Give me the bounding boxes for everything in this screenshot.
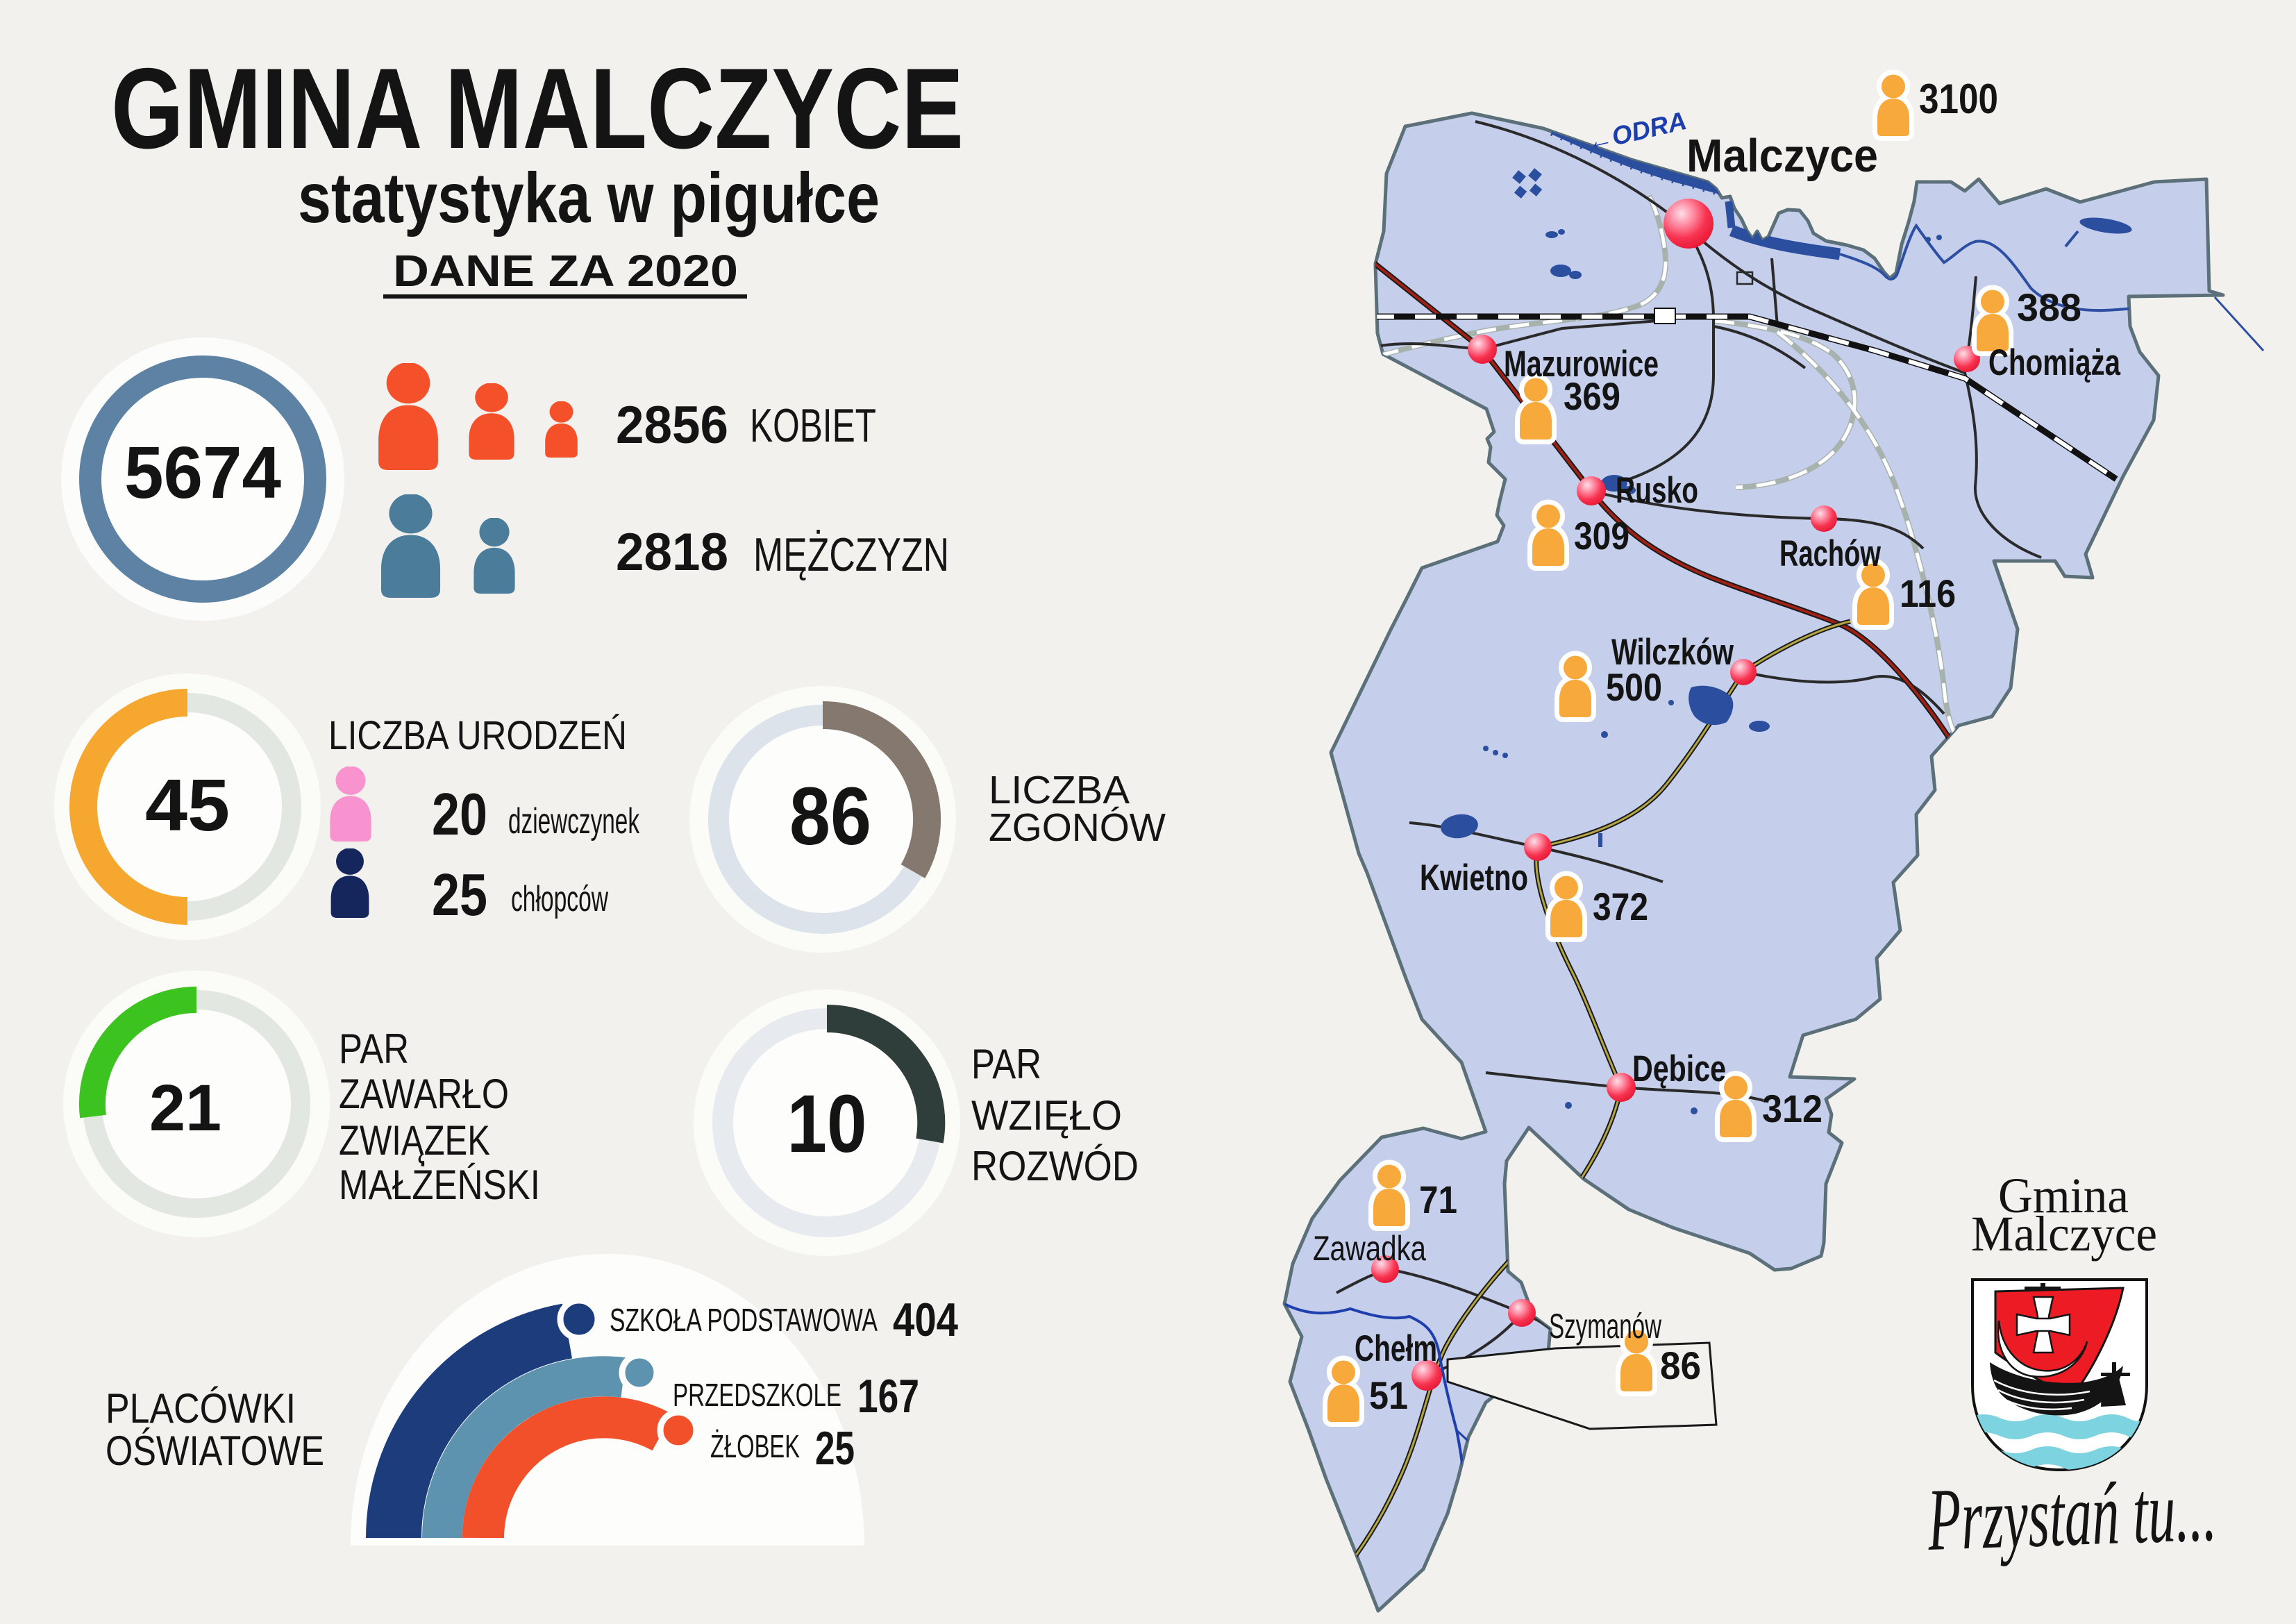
svg-text:51: 51 (1369, 1373, 1408, 1417)
svg-text:20: 20 (432, 782, 487, 848)
svg-text:86: 86 (1660, 1343, 1701, 1387)
svg-text:WZIĘŁO: WZIĘŁO (971, 1092, 1122, 1139)
svg-text:MAŁŻEŃSKI: MAŁŻEŃSKI (339, 1162, 540, 1208)
svg-text:GMINA MALCZYCE: GMINA MALCZYCE (111, 44, 964, 172)
svg-text:ROZWÓD: ROZWÓD (971, 1143, 1139, 1189)
svg-text:ŻŁOBEK: ŻŁOBEK (710, 1428, 800, 1464)
svg-text:PRZEDSZKOLE: PRZEDSZKOLE (673, 1377, 841, 1413)
svg-text:PLACÓWKI: PLACÓWKI (106, 1385, 296, 1432)
svg-text:Szymanów: Szymanów (1549, 1307, 1662, 1346)
svg-text:SZKOŁA PODSTAWOWA: SZKOŁA PODSTAWOWA (610, 1302, 878, 1338)
svg-text:←ODRA: ←ODRA (1584, 106, 1689, 157)
svg-text:21: 21 (149, 1071, 221, 1145)
svg-text:LICZBA URODZEŃ: LICZBA URODZEŃ (328, 713, 627, 758)
svg-text:PAR: PAR (339, 1026, 409, 1072)
svg-text:Rachów: Rachów (1779, 533, 1882, 574)
svg-text:Chomiąża: Chomiąża (1988, 342, 2120, 383)
svg-text:ZWIĄZEK: ZWIĄZEK (339, 1117, 490, 1164)
svg-text:chłopców: chłopców (511, 879, 608, 919)
svg-text:45: 45 (145, 764, 230, 846)
svg-text:25: 25 (432, 862, 487, 928)
svg-text:86: 86 (789, 771, 871, 862)
svg-text:312: 312 (1762, 1087, 1822, 1130)
svg-text:OŚWIATOWE: OŚWIATOWE (106, 1428, 324, 1474)
svg-text:ZGONÓW: ZGONÓW (989, 805, 1166, 850)
svg-text:2856: 2856 (616, 396, 728, 455)
svg-text:404: 404 (893, 1294, 958, 1346)
svg-text:Kwietno: Kwietno (1420, 857, 1528, 898)
svg-text:71: 71 (1419, 1178, 1457, 1221)
svg-text:KOBIET: KOBIET (750, 399, 876, 452)
svg-text:dziewczynek: dziewczynek (508, 801, 640, 842)
svg-text:309: 309 (1574, 514, 1629, 558)
svg-text:Malczyce: Malczyce (1686, 130, 1878, 182)
svg-text:Chełm: Chełm (1355, 1328, 1437, 1369)
svg-text:Malczyce: Malczyce (1971, 1206, 2157, 1262)
svg-text:500: 500 (1606, 665, 1662, 709)
svg-text:Dębice: Dębice (1632, 1048, 1726, 1089)
svg-text:3100: 3100 (1919, 76, 1998, 122)
svg-text:2818: 2818 (616, 523, 728, 582)
svg-text:116: 116 (1900, 571, 1956, 615)
svg-text:Rusko: Rusko (1616, 470, 1698, 511)
svg-text:Mazurowice: Mazurowice (1504, 344, 1659, 385)
svg-text:ZAWARŁO: ZAWARŁO (339, 1071, 509, 1117)
svg-text:Gmina: Gmina (1998, 1168, 2129, 1223)
svg-text:DANE ZA 2020: DANE ZA 2020 (393, 246, 738, 296)
svg-text:10: 10 (787, 1078, 867, 1170)
svg-text:Wilczków: Wilczków (1611, 632, 1734, 673)
svg-text:MĘŻCZYZN: MĘŻCZYZN (753, 528, 949, 581)
svg-text:PAR: PAR (971, 1041, 1041, 1087)
svg-text:5674: 5674 (124, 432, 281, 514)
svg-text:372: 372 (1593, 885, 1648, 928)
svg-text:167: 167 (857, 1370, 919, 1423)
svg-text:Zawadka: Zawadka (1313, 1229, 1426, 1268)
svg-text:369: 369 (1564, 374, 1620, 418)
svg-text:statystyka w pigułce: statystyka w pigułce (298, 158, 880, 237)
svg-text:388: 388 (2017, 285, 2081, 329)
svg-text:25: 25 (815, 1422, 855, 1475)
svg-text:Przystań tu...: Przystań tu... (1925, 1461, 2218, 1569)
svg-text:LICZBA: LICZBA (989, 768, 1130, 812)
